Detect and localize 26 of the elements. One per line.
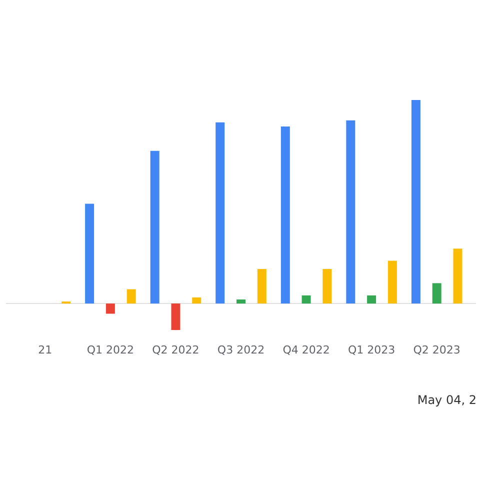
- x-tick-label: Q4 2022: [282, 344, 330, 356]
- x-tick-label: Q2 2022: [152, 344, 200, 356]
- bar: [346, 120, 356, 304]
- bar: [85, 204, 94, 304]
- bar: [236, 299, 246, 304]
- x-tick-label: Q2 2023: [413, 344, 460, 356]
- bar: [192, 297, 202, 304]
- x-tick-label: Q1 2023: [348, 344, 396, 356]
- x-tick-label: Q1 2022: [86, 344, 134, 356]
- bar: [106, 304, 115, 314]
- bar: [388, 260, 397, 304]
- bar: [432, 283, 442, 304]
- bar: [367, 295, 376, 304]
- bar: [150, 150, 160, 304]
- bar: [257, 268, 266, 304]
- bar: [411, 100, 420, 304]
- bar: [216, 122, 225, 304]
- bar: [302, 295, 311, 304]
- bar: [322, 268, 332, 304]
- text: May 04, 2: [417, 393, 476, 407]
- x-tick-label: 21: [38, 344, 52, 356]
- bar: [280, 126, 290, 304]
- bar: [171, 304, 180, 330]
- bar: [126, 289, 136, 304]
- bar: [453, 248, 462, 304]
- x-tick-label: Q3 2022: [217, 344, 265, 356]
